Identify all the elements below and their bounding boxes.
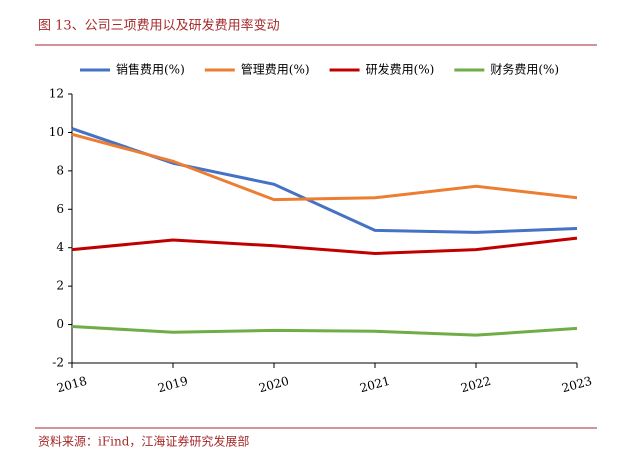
y-tick-label: 12 xyxy=(49,87,64,101)
series-line xyxy=(71,127,578,234)
y-tick-label: 0 xyxy=(56,317,64,331)
source: 资料来源：iFind，江海证券研究发展部 xyxy=(38,434,249,449)
x-tick-label: 2019 xyxy=(156,374,189,395)
legend-label: 研发费用(%) xyxy=(366,62,435,77)
legend-label: 销售费用(%) xyxy=(116,62,185,77)
y-tick-label: 8 xyxy=(56,163,64,177)
chart-title: 图 13、公司三项费用以及研发费用率变动 xyxy=(38,18,280,34)
x-tick-label: 2022 xyxy=(459,374,492,395)
series-line xyxy=(71,236,578,255)
y-tick-label: 2 xyxy=(56,279,64,293)
x-tick-label: 2018 xyxy=(55,374,88,395)
y-tick-label: -2 xyxy=(52,356,64,370)
legend-label: 财务费用(%) xyxy=(490,62,559,77)
y-tick-label: 10 xyxy=(49,125,64,139)
series-line xyxy=(71,132,578,202)
x-tick-label: 2020 xyxy=(257,374,290,395)
y-tick-label: 6 xyxy=(56,202,64,216)
x-tick-label: 2021 xyxy=(358,374,391,395)
series-line xyxy=(71,324,578,337)
y-tick-label: 4 xyxy=(56,240,64,254)
legend-label: 管理费用(%) xyxy=(241,62,310,77)
x-tick-label: 2023 xyxy=(560,374,593,395)
